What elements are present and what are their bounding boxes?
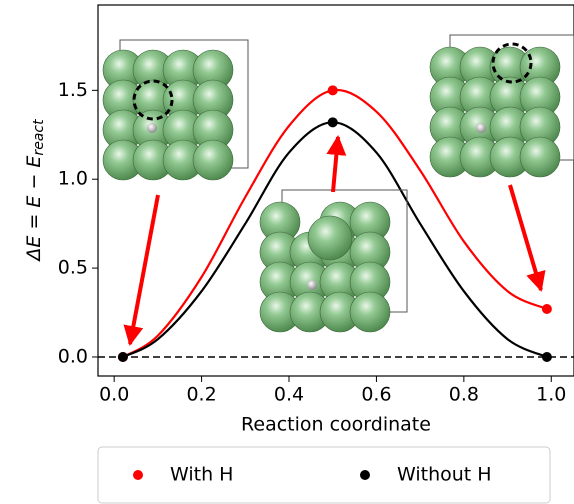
y-axis-title: ΔE = E − Ereact <box>23 119 48 263</box>
inset <box>103 40 248 180</box>
point <box>328 85 338 95</box>
x-axis-title: Reaction coordinate <box>241 414 431 436</box>
y-axis-title-main: ΔE = E − E <box>23 156 45 263</box>
x-tick-label: 0.6 <box>361 384 391 406</box>
y-tick-label: 0.0 <box>58 345 88 367</box>
x-tick-label: 0.4 <box>274 384 304 406</box>
inset <box>260 190 407 332</box>
y-tick-label: 1.5 <box>58 79 88 101</box>
y-axis-title-sub: react <box>31 119 47 156</box>
legend-label: With H <box>170 464 233 486</box>
atom <box>308 216 352 260</box>
x-tick-label: 0.2 <box>186 384 216 406</box>
point <box>542 352 552 362</box>
page: 0.0 0.2 0.4 0.6 0.8 1.0 0.0 0.5 1.0 1.5 Reaction … <box>0 0 574 504</box>
x-tick-label: 0.8 <box>449 384 479 406</box>
arrow <box>130 195 158 344</box>
point <box>118 352 128 362</box>
hydrogen <box>147 123 157 133</box>
inset <box>430 35 574 177</box>
legend-marker <box>133 470 143 480</box>
x-tick-label: 0.0 <box>99 384 129 406</box>
point <box>542 304 552 314</box>
point <box>328 117 338 127</box>
hydrogen <box>307 280 317 290</box>
arrow <box>510 185 541 290</box>
atom <box>193 140 233 180</box>
x-tick-label: 1.0 <box>536 384 566 406</box>
atom <box>350 292 390 332</box>
legend-marker <box>360 470 370 480</box>
chart: 0.0 0.2 0.4 0.6 0.8 1.0 0.0 0.5 1.0 1.5 Reaction … <box>0 0 574 504</box>
y-tick-label: 1.0 <box>58 168 88 190</box>
atom <box>520 137 560 177</box>
y-tick-label: 0.5 <box>58 257 88 279</box>
arrow <box>333 137 338 192</box>
hydrogen <box>476 123 486 133</box>
legend-label: Without H <box>397 464 492 486</box>
